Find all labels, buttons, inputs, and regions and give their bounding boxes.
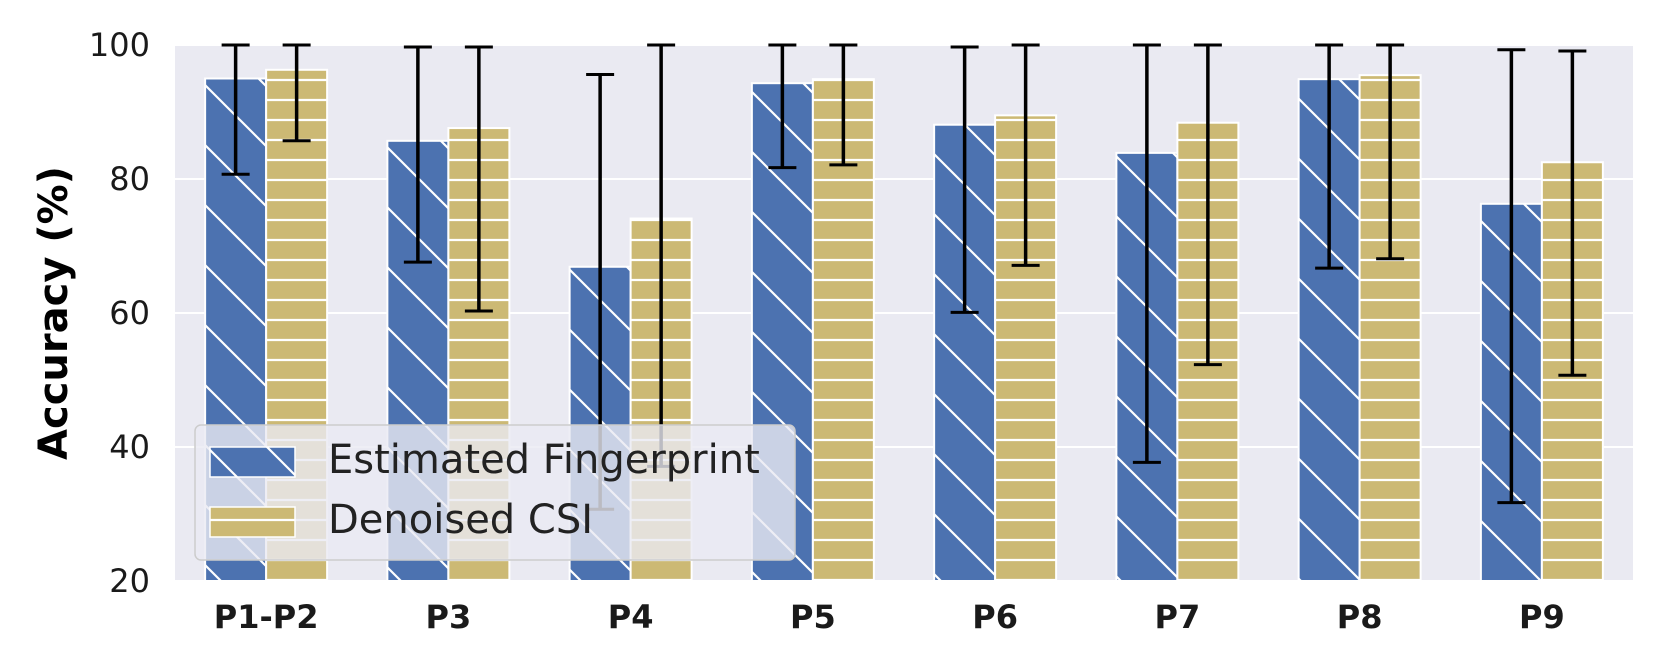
error-bar-p8-1 xyxy=(1376,43,1405,261)
legend-label-denoised-csi: Denoised CSI xyxy=(328,497,593,543)
y-tick-40: 40 xyxy=(109,428,150,466)
y-tick-100: 100 xyxy=(89,26,150,64)
legend-label-estimated-fingerprint: Estimated Fingerprint xyxy=(328,437,760,483)
x-tick-p4: P4 xyxy=(608,598,654,636)
x-tick-p5: P5 xyxy=(790,598,836,636)
error-bars xyxy=(221,43,1587,511)
error-bar-p1-p2-0 xyxy=(221,43,250,176)
y-tick-60: 60 xyxy=(109,294,150,332)
x-tick-p1-p2: P1-P2 xyxy=(214,598,319,636)
y-tick-20: 20 xyxy=(109,562,150,600)
error-bar-p6-1 xyxy=(1011,43,1040,267)
y-tick-labels: 20 40 60 80 100 xyxy=(89,26,150,600)
error-bar-p3-1 xyxy=(464,45,493,313)
x-tick-p8: P8 xyxy=(1337,598,1383,636)
x-tick-labels: P1-P2 P3 P4 P5 P6 P7 P8 P9 xyxy=(214,598,1565,636)
x-tick-p3: P3 xyxy=(426,598,472,636)
error-bar-p1-p2-1 xyxy=(282,43,311,143)
error-bar-p3-0 xyxy=(403,45,432,264)
error-bar-p9-0 xyxy=(1497,48,1526,505)
x-tick-p6: P6 xyxy=(972,598,1018,636)
y-tick-80: 80 xyxy=(109,160,150,198)
error-bar-p6-0 xyxy=(950,45,979,314)
legend-swatch-denoised-csi xyxy=(209,506,296,538)
error-bar-p9-1 xyxy=(1558,49,1587,377)
x-tick-p7: P7 xyxy=(1155,598,1201,636)
legend: Estimated Fingerprint Denoised CSI xyxy=(194,424,796,561)
legend-box xyxy=(194,424,796,561)
error-bar-p8-0 xyxy=(1315,43,1344,270)
error-bar-p5-0 xyxy=(768,43,797,170)
x-tick-p9: P9 xyxy=(1519,598,1565,636)
error-bar-p7-1 xyxy=(1193,43,1222,367)
y-axis-title: Accuracy (%) xyxy=(31,166,77,460)
error-bar-p5-1 xyxy=(829,43,858,167)
error-bar-p7-0 xyxy=(1132,43,1161,464)
legend-swatch-estimated-fingerprint xyxy=(209,446,296,478)
